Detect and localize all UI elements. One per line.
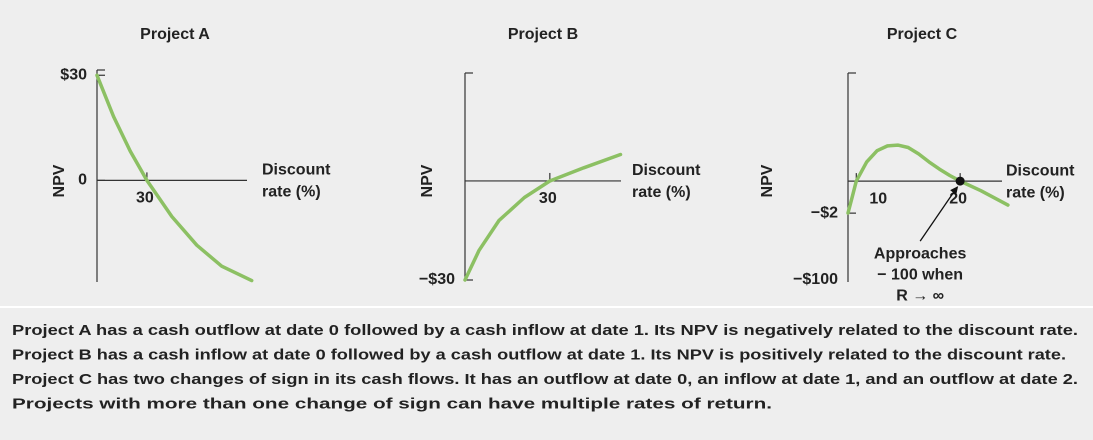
annotation: − 100 when (877, 266, 963, 283)
caption-line: Project C has two changes of sign in its… (12, 371, 1078, 388)
y-axis-label: NPV (419, 164, 436, 197)
npv-curve (95, 73, 254, 283)
annotation: R → ∞ (896, 287, 944, 304)
annotation-arrow (919, 186, 958, 242)
caption-line: Project B has a cash inflow at date 0 fo… (12, 346, 1066, 363)
x-axis-label: rate (%) (262, 184, 321, 201)
annotation: Approaches (874, 245, 967, 262)
chart-title: Project B (508, 26, 578, 43)
y-tick-label: −$30 (419, 271, 455, 288)
npv-curve (463, 152, 623, 282)
chart-title: Project C (887, 26, 958, 43)
x-axis-label: Discount (262, 162, 331, 179)
x-axis-label: rate (%) (632, 184, 691, 201)
x-tick-label: 30 (539, 190, 557, 207)
x-axis-label: rate (%) (1006, 184, 1065, 201)
y-axis-label: NPV (759, 164, 776, 197)
y-tick-label: 0 (78, 172, 87, 189)
x-axis-label: Discount (632, 162, 701, 179)
x-tick-label: 20 (949, 190, 967, 207)
y-axis-label: NPV (51, 164, 68, 197)
x-axis-label: Discount (1006, 162, 1075, 179)
chart-title: Project A (140, 26, 210, 43)
x-tick-label: 30 (136, 190, 154, 207)
caption-line: Projects with more than one change of si… (12, 395, 772, 412)
caption-line: Project A has a cash outflow at date 0 f… (12, 322, 1078, 339)
y-tick-label: −$2 (811, 204, 838, 221)
x-tick-label: 10 (869, 190, 887, 207)
y-tick-label: $30 (60, 66, 87, 83)
arrow-head (950, 186, 959, 196)
marker-dot (955, 176, 965, 186)
y-bottom-label: −$100 (793, 271, 838, 288)
